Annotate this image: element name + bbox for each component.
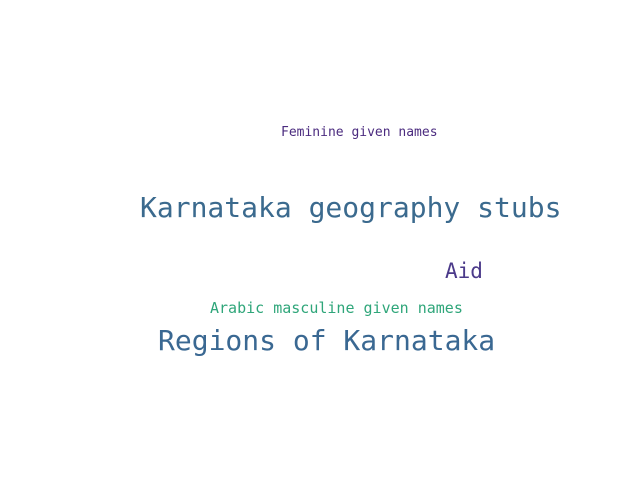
- word-aid: Aid: [445, 259, 483, 283]
- word-arabic-masculine-given-names: Arabic masculine given names: [210, 299, 463, 317]
- word-karnataka-geography-stubs: Karnataka geography stubs: [140, 191, 562, 224]
- word-feminine-given-names: Feminine given names: [281, 125, 438, 140]
- word-regions-of-karnataka: Regions of Karnataka: [158, 324, 496, 357]
